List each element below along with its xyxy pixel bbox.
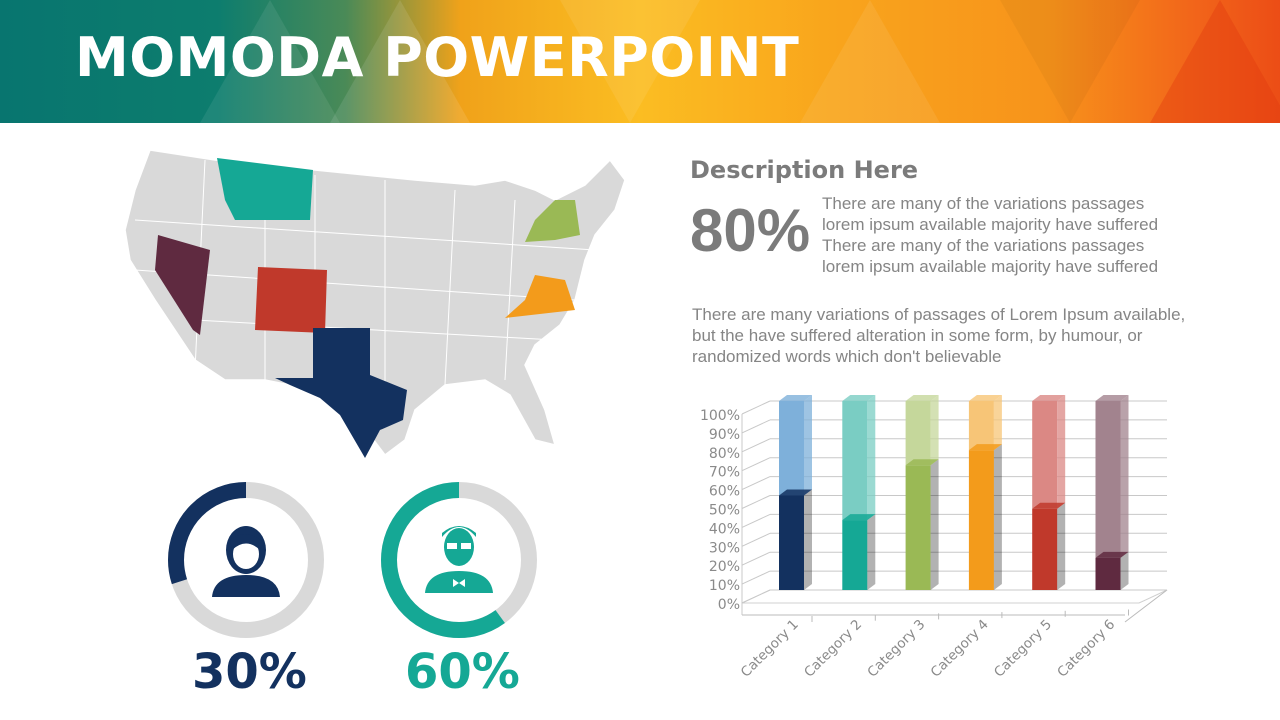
bar-value	[1032, 508, 1058, 590]
gridline-side	[741, 495, 771, 509]
bar-value	[1095, 557, 1121, 590]
header-banner: MOMODA POWERPOINT	[0, 0, 1280, 123]
chart-floor	[741, 589, 1168, 604]
bar-side	[993, 444, 1002, 590]
bar-remainder	[1032, 401, 1058, 509]
bar-remainder	[968, 401, 994, 451]
bar-side	[867, 514, 876, 590]
donut-1-label: 30%	[192, 644, 307, 700]
bar-value-top	[779, 489, 812, 496]
bar-value	[779, 495, 804, 590]
bar-value-top	[1095, 551, 1129, 558]
x-tick-label: Category 3	[864, 617, 928, 681]
y-tick-label: 90%	[709, 427, 740, 443]
side-text: There are many of the variations passage…	[822, 194, 1159, 276]
bar-top	[842, 395, 876, 401]
state-colorado	[255, 267, 327, 333]
x-tick-label: Category 1	[738, 617, 802, 681]
gridline-side	[741, 532, 771, 547]
gridline-side	[741, 457, 771, 472]
donut-arc	[168, 482, 324, 638]
bar-side	[1120, 551, 1129, 590]
bar-remainder	[905, 401, 931, 466]
bar-top	[779, 395, 812, 401]
bar-remainder-side	[1057, 395, 1066, 509]
bar-value-top	[842, 514, 876, 521]
floor-edge	[1124, 589, 1168, 623]
bar-side	[930, 459, 939, 590]
bar-top	[1032, 395, 1066, 401]
bar-side	[1057, 502, 1066, 590]
y-tick-label: 10%	[709, 578, 740, 594]
donut-charts	[168, 482, 537, 638]
bar-top	[1095, 395, 1129, 401]
bar-remainder-side	[930, 395, 939, 466]
male-user-icon	[425, 526, 493, 593]
bar-value	[842, 520, 868, 590]
bar-remainder-side	[804, 395, 812, 496]
bar-top	[905, 395, 939, 401]
donut-arc	[381, 482, 537, 638]
bar-remainder-side	[867, 395, 876, 521]
x-tick-label: Category 5	[991, 617, 1055, 681]
bar-value	[905, 465, 931, 590]
bar-chart: 0% 10% 20% 30% 40% 50% 60% 70% 80% 90% 100% Categor…	[700, 395, 1168, 681]
female-user-icon	[212, 526, 280, 597]
y-tick-label: 40%	[709, 521, 740, 537]
gridline-side	[741, 589, 771, 604]
gridline-side	[741, 513, 771, 528]
bar-remainder	[842, 401, 868, 521]
bar-value-top	[1032, 502, 1066, 509]
bar-remainder	[779, 401, 804, 496]
gridline-side	[741, 476, 771, 491]
y-tick-label: 30%	[709, 540, 740, 556]
description-heading: Description Here	[690, 156, 919, 184]
gridline-side	[741, 400, 771, 415]
state-nevada	[155, 235, 210, 335]
us-map	[124, 149, 626, 458]
gridline-side	[741, 438, 771, 453]
y-tick-label: 20%	[709, 559, 740, 575]
y-tick-label: 50%	[709, 503, 740, 519]
bar-value	[968, 450, 994, 590]
bar-remainder-side	[1120, 395, 1129, 558]
bar-remainder	[1095, 401, 1121, 558]
gridline-side	[741, 551, 771, 566]
gridline-side	[741, 570, 771, 585]
bar-remainder-side	[993, 395, 1002, 451]
state-texas	[275, 328, 407, 458]
bar-value-top	[905, 459, 939, 466]
x-tick-label: Category 6	[1054, 617, 1118, 681]
state-virginia	[505, 275, 575, 318]
bar-top	[968, 395, 1002, 401]
x-tick-label: Category 2	[801, 617, 865, 681]
state-montana	[217, 158, 313, 220]
y-tick-label: 60%	[709, 484, 740, 500]
state-new-york	[525, 200, 580, 242]
bar-value-top	[968, 444, 1002, 451]
body-text: There are many variations of passages of…	[692, 305, 1186, 366]
gridline-side	[741, 419, 771, 434]
bar-side	[804, 489, 812, 590]
triangle-pattern	[200, 0, 1280, 123]
y-tick-label: 80%	[709, 446, 740, 462]
big-stat: 80%	[690, 197, 811, 264]
slide-title: MOMODA POWERPOINT	[75, 26, 800, 89]
x-tick-label: Category 4	[928, 617, 992, 681]
donut-2-label: 60%	[405, 644, 520, 700]
y-tick-label: 70%	[709, 465, 740, 481]
y-tick-label: 0%	[718, 597, 740, 613]
y-tick-label: 100%	[700, 408, 740, 424]
